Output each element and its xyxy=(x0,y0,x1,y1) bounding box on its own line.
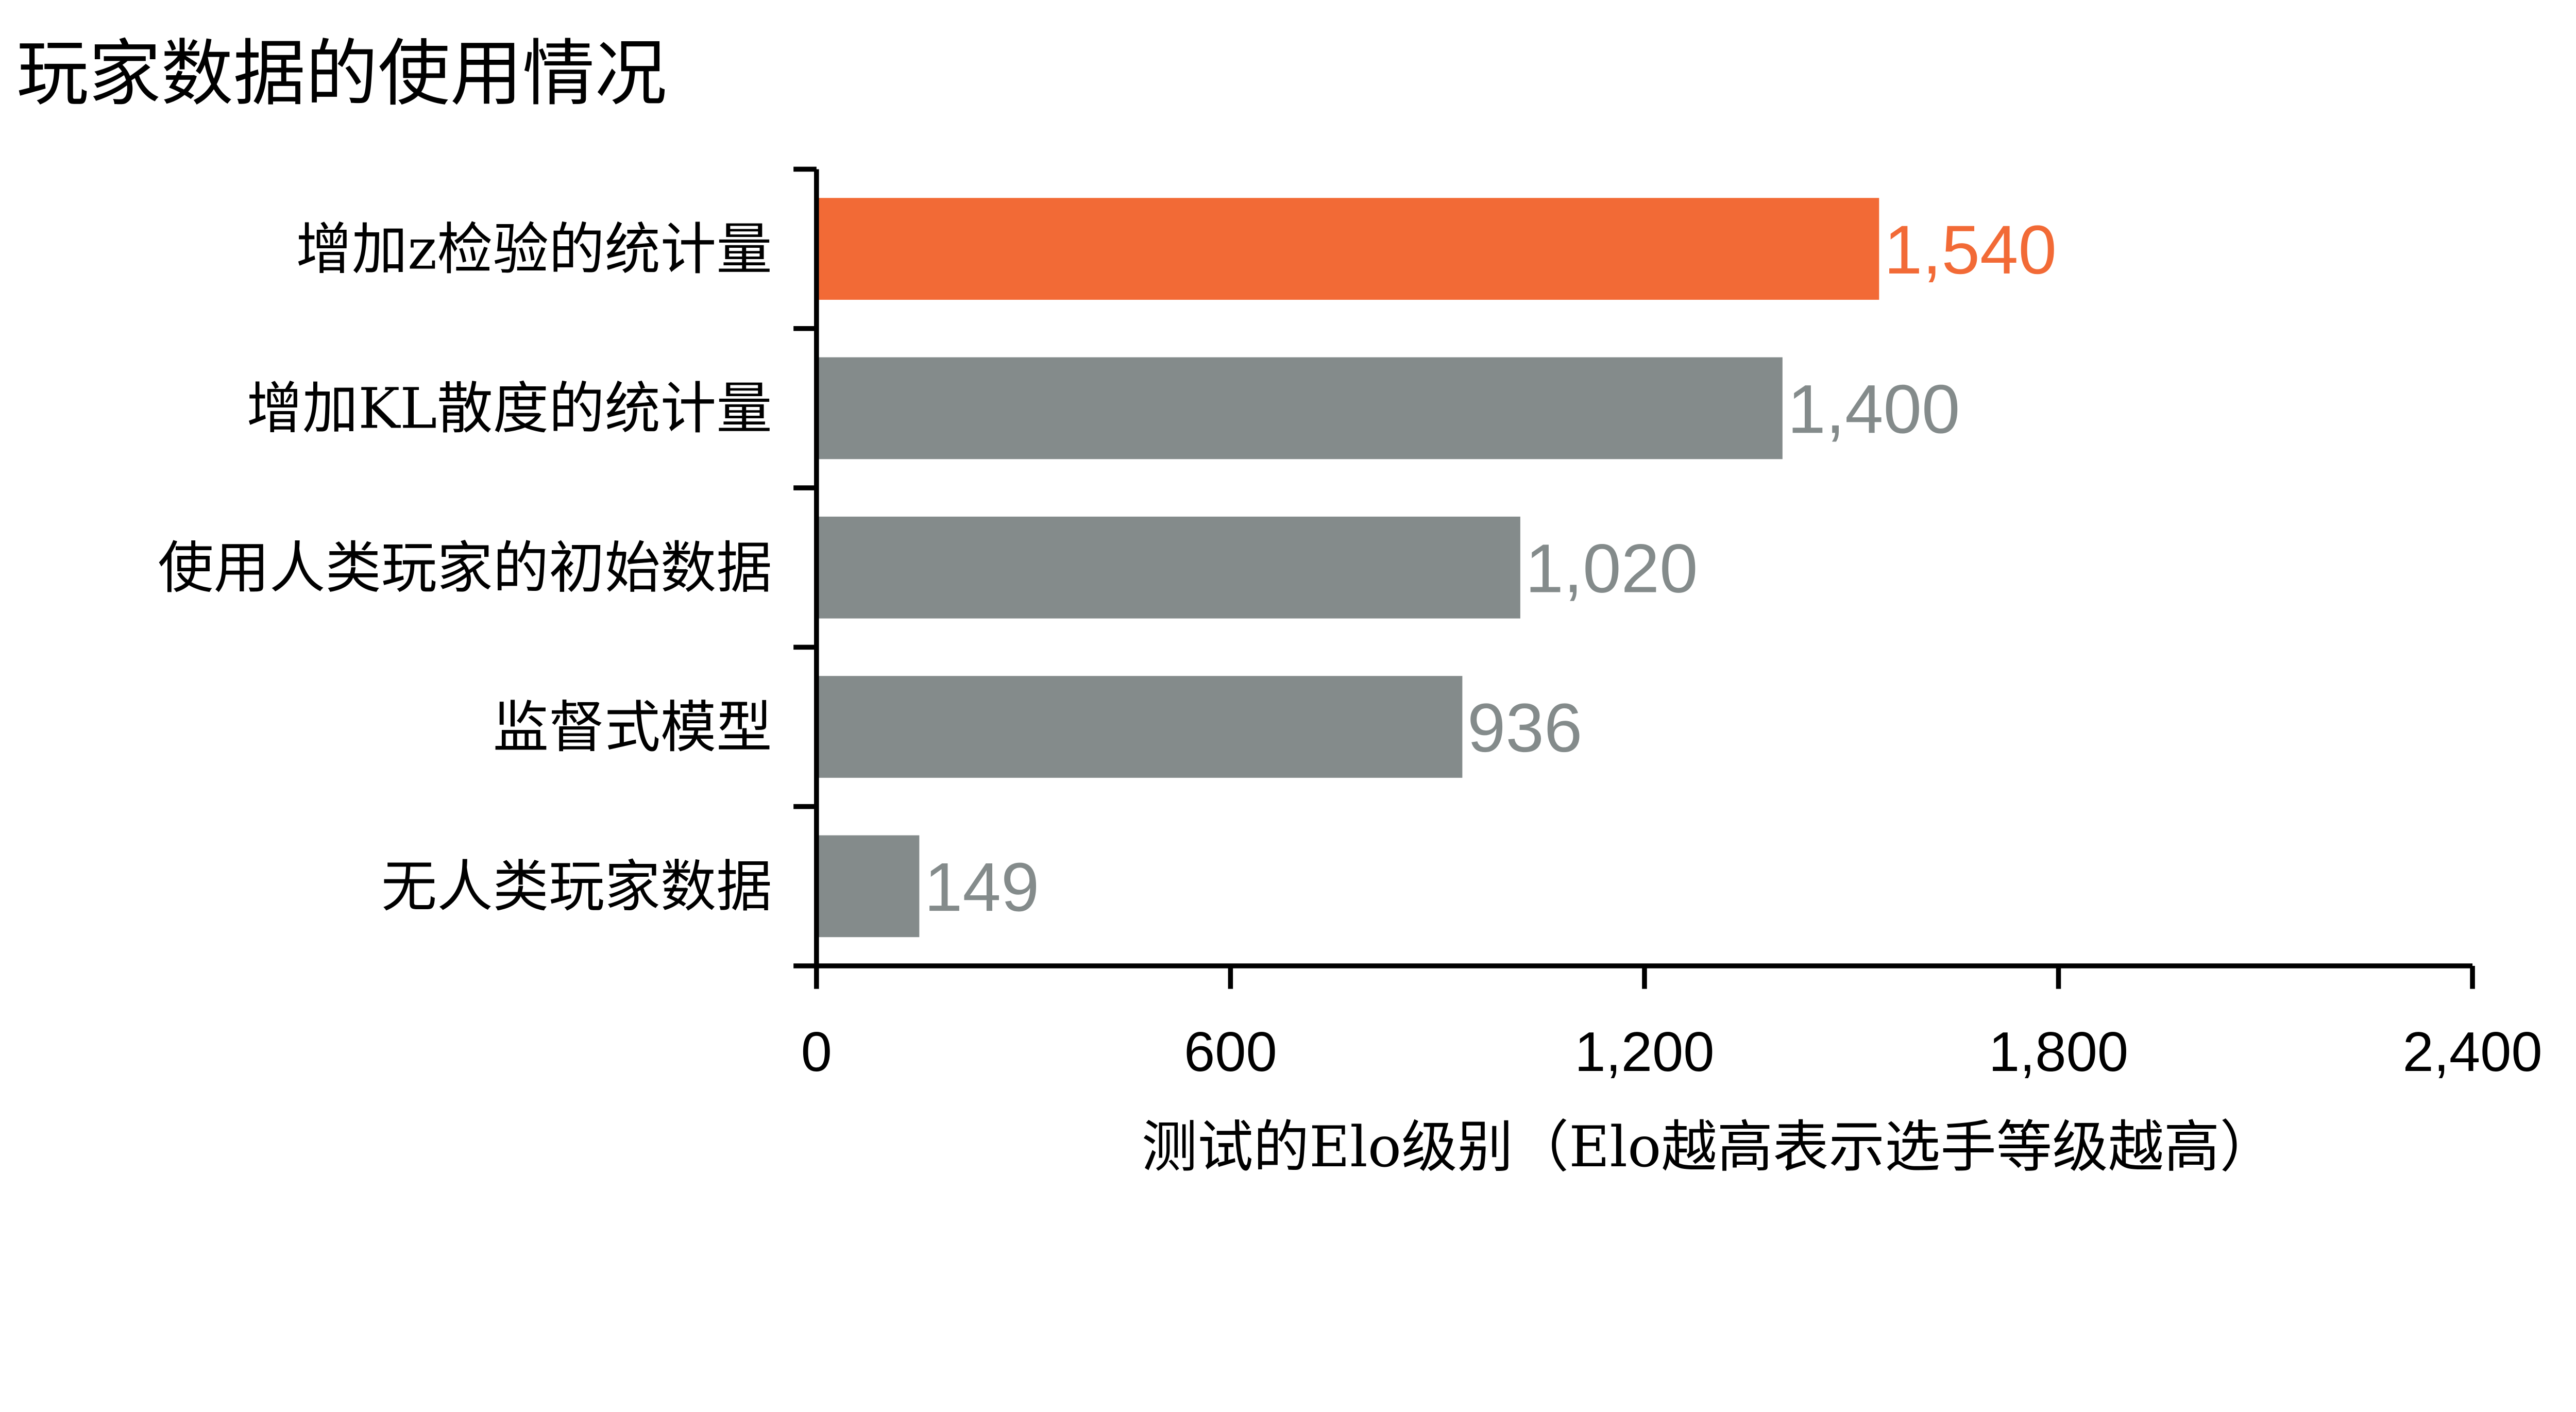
bar-value-label: 149 xyxy=(924,849,1039,926)
bar xyxy=(816,357,1783,460)
x-axis-label: 测试的Elo级别（Elo越高表示选手等级越高） xyxy=(1142,1114,2276,1180)
bar-value-label: 936 xyxy=(1467,690,1582,767)
category-label: 增加z检验的统计量 xyxy=(296,216,772,282)
category-label: 增加KL散度的统计量 xyxy=(246,376,772,441)
bar-chart: 玩家数据的使用情况 1,540 1,400 1,020 936 149 增加z检验的统计… xyxy=(16,32,2543,1180)
bars-group: 1,540 1,400 1,020 936 149 xyxy=(816,198,2057,938)
bar xyxy=(816,835,920,938)
bar xyxy=(816,198,1879,300)
category-label: 监督式模型 xyxy=(493,694,772,760)
category-label: 无人类玩家数据 xyxy=(381,854,772,920)
x-tick-label: 1,800 xyxy=(1989,1020,2128,1083)
chart-title: 玩家数据的使用情况 xyxy=(16,32,667,116)
bar-value-label: 1,400 xyxy=(1787,371,1960,448)
x-tick-label: 1,200 xyxy=(1574,1020,1714,1083)
bar-value-label: 1,540 xyxy=(1884,212,2057,288)
bar-value-label: 1,020 xyxy=(1525,531,1698,607)
x-tick-label: 600 xyxy=(1184,1020,1277,1083)
x-tick-label: 0 xyxy=(801,1020,832,1083)
category-label: 使用人类玩家的初始数据 xyxy=(158,535,772,601)
axes-group: 增加z检验的统计量增加KL散度的统计量使用人类玩家的初始数据监督式模型无人类玩家… xyxy=(158,166,2543,1083)
bar xyxy=(816,516,1520,619)
x-tick-label: 2,400 xyxy=(2402,1020,2542,1083)
bar xyxy=(816,676,1463,778)
